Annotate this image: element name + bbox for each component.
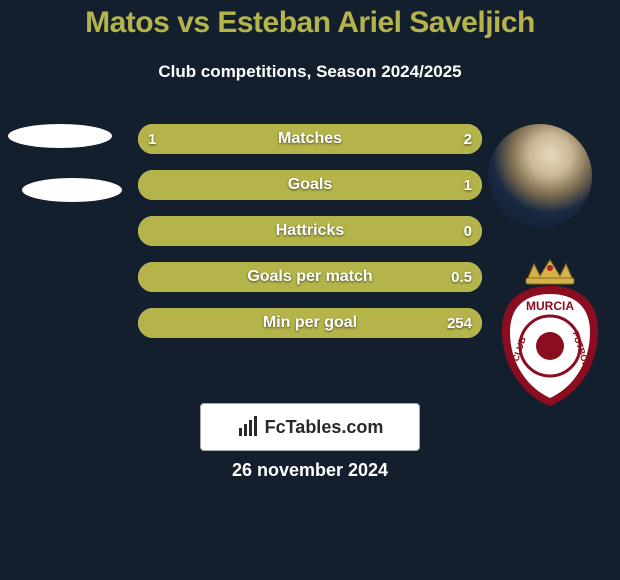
player-silhouette-ellipse bbox=[22, 178, 122, 202]
right-player-photo bbox=[488, 124, 592, 228]
page-subtitle: Club competitions, Season 2024/2025 bbox=[0, 62, 620, 82]
bar-label: Min per goal bbox=[138, 308, 482, 338]
comparison-infographic: Matos vs Esteban Ariel Saveljich Club co… bbox=[0, 0, 620, 580]
date-label: 26 november 2024 bbox=[0, 460, 620, 481]
bar-value-right: 254 bbox=[447, 308, 472, 338]
bar-value-right: 0.5 bbox=[451, 262, 472, 292]
comparison-bars: Matches12Goals1Hattricks0Goals per match… bbox=[138, 124, 482, 354]
comparison-row: Min per goal254 bbox=[138, 308, 482, 338]
comparison-row: Hattricks0 bbox=[138, 216, 482, 246]
svg-text:MURCIA: MURCIA bbox=[526, 299, 574, 313]
bar-chart-icon bbox=[237, 416, 259, 438]
bar-value-right: 2 bbox=[464, 124, 472, 154]
bar-value-left: 1 bbox=[148, 124, 156, 154]
bar-label: Hattricks bbox=[138, 216, 482, 246]
comparison-row: Goals1 bbox=[138, 170, 482, 200]
bar-value-right: 1 bbox=[464, 170, 472, 200]
bar-value-right: 0 bbox=[464, 216, 472, 246]
bar-label: Matches bbox=[138, 124, 482, 154]
bar-label: Goals per match bbox=[138, 262, 482, 292]
comparison-row: Matches1 2 bbox=[138, 124, 482, 154]
player-silhouette-ellipse bbox=[8, 124, 112, 148]
comparison-row: Goals per match0.5 bbox=[138, 262, 482, 292]
right-club-crest: MURCIACLUBFUTBOL bbox=[498, 258, 602, 408]
watermark-text: FcTables.com bbox=[265, 417, 384, 438]
page-title: Matos vs Esteban Ariel Saveljich bbox=[0, 6, 620, 40]
bar-label: Goals bbox=[138, 170, 482, 200]
watermark-badge: FcTables.com bbox=[200, 403, 420, 451]
